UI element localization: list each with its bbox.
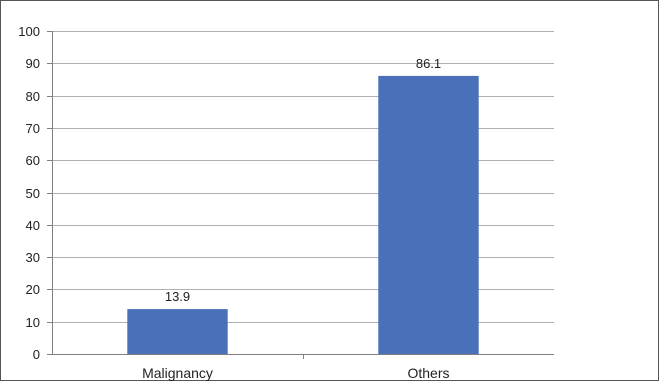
y-tick-label: 20 (26, 282, 40, 297)
y-tick-label: 80 (26, 89, 40, 104)
y-axis-tick-labels: 0 10 20 30 40 50 60 70 80 90 100 (18, 24, 40, 362)
data-label: 13.9 (165, 289, 190, 304)
bar-others (378, 75, 479, 354)
data-labels: 13.9 86.1 (165, 56, 441, 304)
y-tick-label: 100 (18, 24, 40, 39)
x-axis-category-labels: Malignancy Others (142, 365, 449, 381)
y-tick-label: 60 (26, 153, 40, 168)
y-tick-label: 70 (26, 121, 40, 136)
y-tick-label: 30 (26, 250, 40, 265)
y-tick-label: 50 (26, 186, 40, 201)
bars (127, 75, 479, 354)
y-tick-label: 0 (33, 347, 40, 362)
bar-malignancy (127, 309, 228, 354)
y-tick-label: 40 (26, 218, 40, 233)
gridlines (52, 31, 554, 323)
data-label: 86.1 (416, 56, 441, 71)
y-tick-label: 10 (26, 315, 40, 330)
x-category-label: Malignancy (142, 365, 213, 381)
axes (47, 31, 554, 359)
y-tick-label: 90 (26, 56, 40, 71)
x-category-label: Others (407, 365, 449, 381)
